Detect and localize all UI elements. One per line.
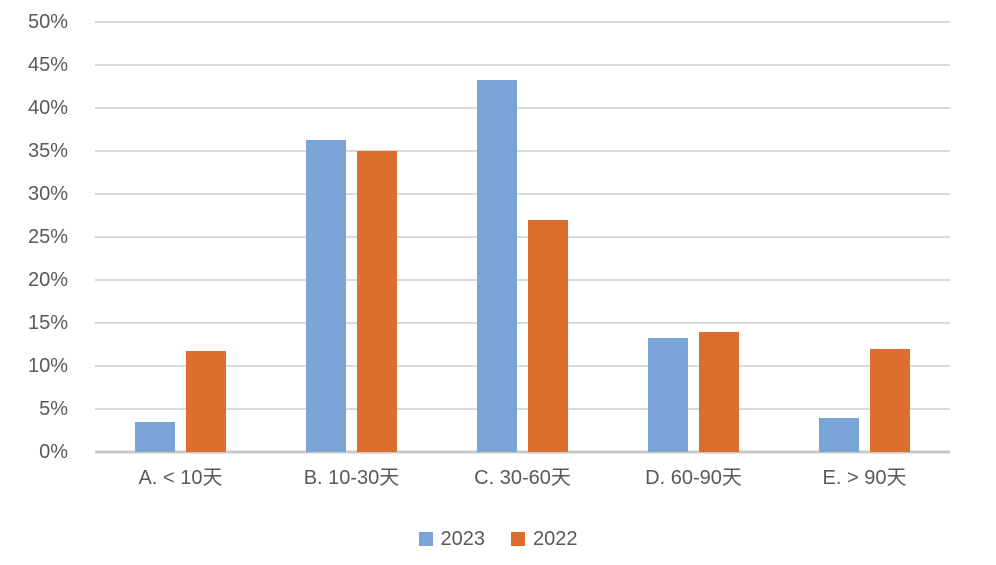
y-axis-tick-label: 35% (27, 140, 68, 162)
legend-label: 2023 (440, 528, 486, 550)
x-axis-category-label: E. > 90天 (822, 467, 907, 489)
bar-2023 (306, 139, 346, 452)
x-axis-category-label: C. 30-60天 (474, 467, 571, 489)
gridline (95, 279, 950, 281)
x-axis-line (95, 450, 950, 454)
gridline (95, 408, 950, 410)
bar-2022 (699, 331, 739, 452)
bar-group (608, 22, 779, 452)
bar-2022 (357, 151, 397, 452)
bar-2022 (186, 351, 226, 452)
bar-2023 (135, 421, 175, 452)
y-axis-tick-label: 10% (27, 355, 68, 377)
y-axis-tick-label: 5% (39, 398, 68, 420)
y-axis-tick-label: 20% (27, 269, 68, 291)
y-axis-tick-label: 30% (27, 183, 68, 205)
bar-2023 (648, 338, 688, 452)
y-axis: 0% 5% 10% 15% 20% 25% 30% 35% 40% 45% 50% (0, 12, 80, 462)
legend-item: 2022 (511, 529, 578, 549)
y-axis-tick-label: 45% (27, 54, 68, 76)
bar-group (266, 22, 437, 452)
y-axis-tick-label: 50% (27, 11, 68, 33)
bar-2023 (819, 417, 859, 452)
gridline (95, 193, 950, 195)
legend-swatch-icon (418, 532, 433, 546)
legend: 2023 2022 (0, 529, 996, 549)
x-axis-category-label: B. 10-30天 (303, 467, 400, 489)
bar-group (779, 22, 950, 452)
gridline (95, 365, 950, 367)
bar-group (95, 22, 266, 452)
gridline (95, 150, 950, 152)
y-axis-tick-label: 0% (39, 441, 68, 463)
bar-group (437, 22, 608, 452)
gridline (95, 64, 950, 66)
y-axis-tick-label: 40% (27, 97, 68, 119)
y-axis-tick-label: 25% (27, 226, 68, 248)
x-axis-category-label: D. 60-90天 (645, 467, 742, 489)
gridline (95, 107, 950, 109)
y-axis-tick-label: 15% (27, 312, 68, 334)
plot-area (95, 21, 950, 454)
gridline (95, 21, 950, 23)
legend-label: 2022 (533, 528, 578, 550)
gridlines (95, 21, 950, 454)
x-axis: A. < 10天 B. 10-30天 C. 30-60天 D. 60-90天 E. > … (95, 464, 950, 492)
legend-swatch-icon (511, 532, 525, 546)
gridline (95, 236, 950, 238)
bar-2022 (528, 219, 568, 452)
bar-groups (95, 22, 950, 452)
bar-2022 (870, 348, 910, 452)
gridline (95, 322, 950, 324)
bar-2023 (477, 79, 517, 452)
legend-item: 2023 (418, 528, 486, 550)
x-axis-category-label: A. < 10天 (138, 467, 223, 489)
